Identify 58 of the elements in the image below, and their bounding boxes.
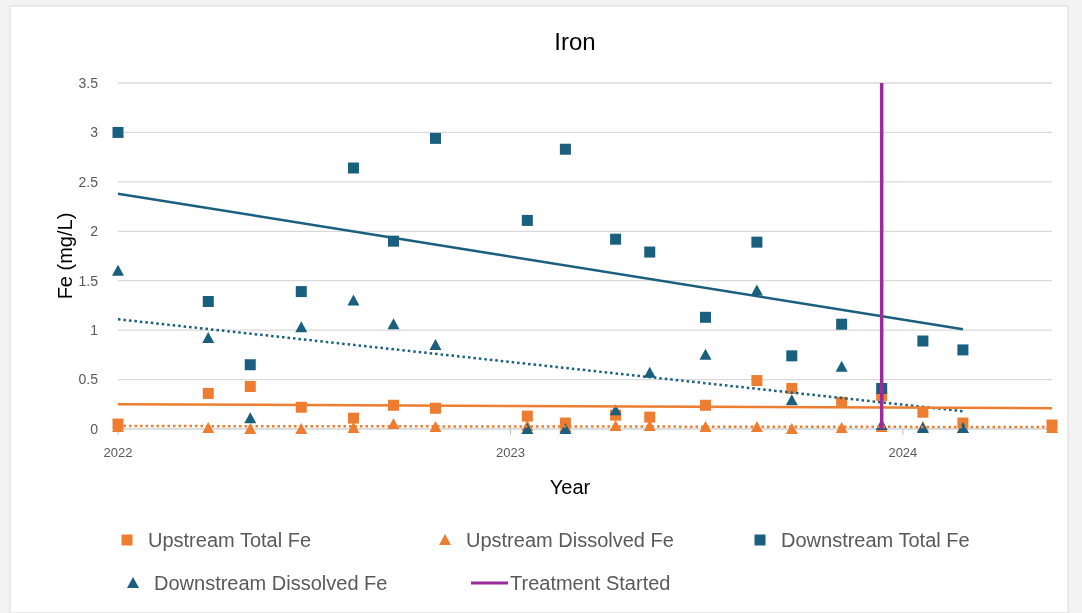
point <box>429 338 442 350</box>
point <box>347 162 359 174</box>
point <box>751 375 763 387</box>
y-tick-label: 0.5 <box>78 371 99 388</box>
point <box>347 422 360 434</box>
point <box>610 233 622 245</box>
point <box>244 359 256 371</box>
x-tick-label: 2023 <box>495 445 525 460</box>
y-tick-label: 1.5 <box>78 272 99 289</box>
point <box>835 360 848 372</box>
x-tick-label: 2022 <box>103 445 133 460</box>
y-axis-title: Fe (mg/L) <box>54 212 76 300</box>
point <box>347 294 360 306</box>
point <box>244 412 257 424</box>
point <box>295 321 308 333</box>
point <box>785 394 798 406</box>
point <box>836 318 848 330</box>
legend-label: Downstream Dissolved Fe <box>154 572 388 594</box>
point <box>917 335 929 347</box>
point <box>244 423 257 434</box>
y-tick-label: 2 <box>90 223 99 240</box>
point <box>699 311 711 323</box>
x-axis-title: Year <box>549 476 591 498</box>
point <box>786 382 798 394</box>
y-tick-label: 2.5 <box>78 173 99 190</box>
y-tick-label: 3 <box>90 124 99 141</box>
point <box>202 422 215 434</box>
point <box>644 411 656 423</box>
point <box>295 423 308 434</box>
chart-title: Iron <box>554 28 596 55</box>
legend-label: Downstream Total Fe <box>781 529 970 551</box>
point <box>785 423 798 434</box>
point <box>244 380 256 392</box>
point <box>429 132 441 144</box>
point <box>559 143 571 155</box>
point <box>347 412 359 424</box>
point <box>295 286 307 298</box>
point <box>202 387 214 399</box>
point <box>202 295 214 307</box>
point <box>786 350 798 362</box>
point <box>751 236 763 248</box>
point <box>521 410 533 422</box>
legend-label: Upstream Total Fe <box>148 529 312 551</box>
x-tick-label: 2024 <box>888 445 918 460</box>
legend-label: Treatment Started <box>510 572 671 594</box>
point <box>112 264 124 276</box>
point <box>957 344 969 356</box>
point <box>644 246 656 258</box>
point <box>521 214 533 226</box>
legend-label: Upstream Dissolved Fe <box>466 529 674 551</box>
y-tick-label: 1 <box>90 322 99 339</box>
y-tick-label: 3.5 <box>78 74 99 91</box>
point <box>387 318 400 330</box>
point <box>699 348 712 360</box>
point <box>835 422 848 434</box>
point <box>202 332 215 344</box>
y-tick-label: 0 <box>90 420 99 437</box>
point <box>112 126 124 138</box>
